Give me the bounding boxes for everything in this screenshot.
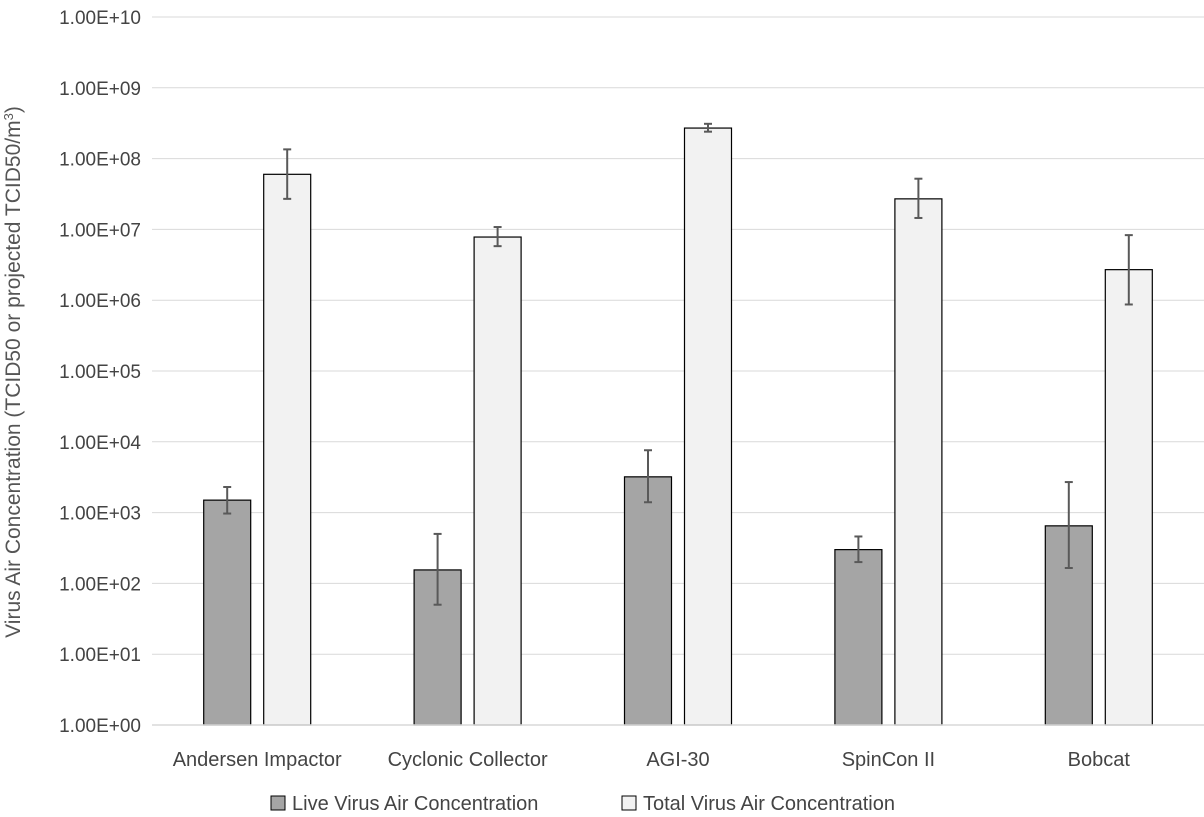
y-tick-label: 1.00E+03 bbox=[59, 504, 141, 525]
bar-live bbox=[623, 476, 673, 726]
legend: Live Virus Air Concentration Total Virus… bbox=[270, 793, 895, 815]
bar-total bbox=[1104, 269, 1153, 726]
bar-total bbox=[894, 198, 943, 726]
y-tick-label: 1.00E+10 bbox=[59, 8, 141, 29]
y-tick-label: 1.00E+05 bbox=[59, 362, 141, 383]
y-tick-label: 1.00E+02 bbox=[59, 574, 141, 595]
y-tick-label: 1.00E+00 bbox=[59, 716, 141, 737]
y-tick-label: 1.00E+08 bbox=[59, 150, 141, 171]
error-bars bbox=[223, 122, 1133, 606]
y-axis-title-superscript: 3 bbox=[1, 113, 16, 120]
y-axis-tick-labels: 1.00E+00 1.00E+01 1.00E+02 1.00E+03 1.00E+04… bbox=[59, 8, 141, 737]
y-tick-label: 1.00E+01 bbox=[59, 645, 141, 666]
bars bbox=[203, 127, 1153, 726]
x-category-label: Cyclonic Collector bbox=[388, 749, 548, 771]
gridlines bbox=[152, 16, 1204, 655]
legend-label-live: Live Virus Air Concentration bbox=[292, 793, 538, 815]
y-axis-title-main: Virus Air Concentration (TCID50 or proje… bbox=[2, 120, 25, 637]
x-category-label: AGI-30 bbox=[646, 749, 709, 771]
x-axis-category-labels: Andersen Impactor Cyclonic Collector AGI-3… bbox=[173, 749, 1131, 771]
legend-swatch-live bbox=[270, 795, 286, 811]
y-tick-label: 1.00E+09 bbox=[59, 79, 141, 100]
bar-live bbox=[834, 549, 883, 726]
legend-label-total: Total Virus Air Concentration bbox=[643, 793, 895, 815]
y-tick-label: 1.00E+07 bbox=[59, 220, 141, 241]
bar-total bbox=[263, 173, 312, 726]
x-category-label: Andersen Impactor bbox=[173, 749, 342, 771]
y-tick-label: 1.00E+06 bbox=[59, 291, 141, 312]
x-category-label: Bobcat bbox=[1068, 749, 1131, 771]
legend-swatch-total bbox=[621, 795, 637, 811]
x-category-label: SpinCon II bbox=[842, 749, 935, 771]
y-axis-title: Virus Air Concentration (TCID50 or proje… bbox=[1, 106, 26, 638]
bar-live bbox=[203, 499, 252, 726]
bar-total bbox=[473, 236, 522, 726]
bar-total bbox=[683, 127, 733, 726]
y-axis-title-close: ) bbox=[2, 106, 25, 113]
y-tick-label: 1.00E+04 bbox=[59, 433, 141, 454]
